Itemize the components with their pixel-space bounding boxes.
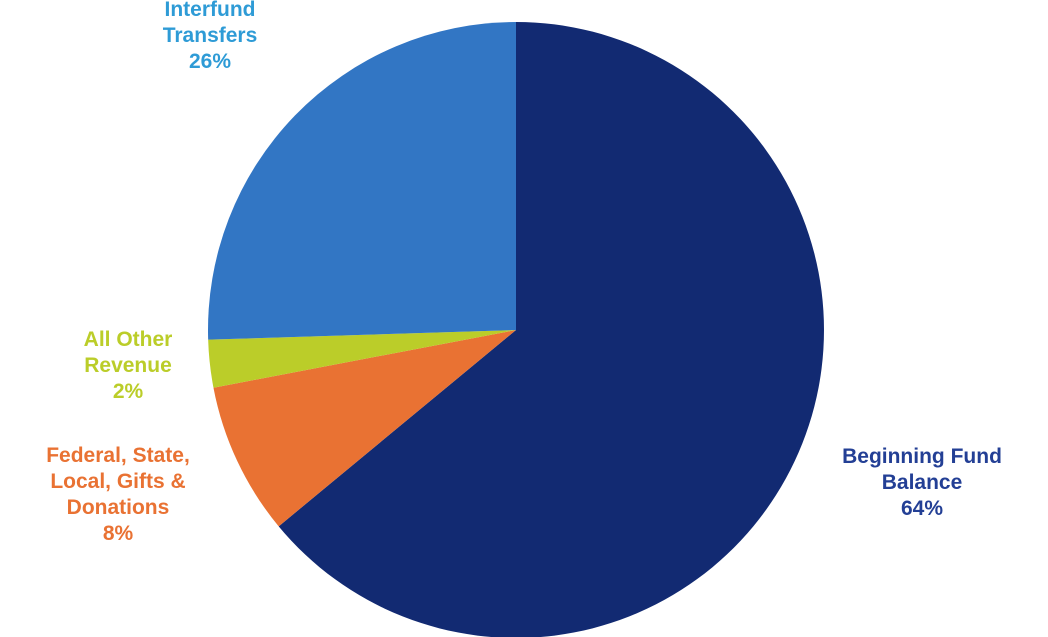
slice-percent: 8% — [103, 522, 134, 545]
slice-percent: 2% — [113, 380, 144, 403]
slice-label-line: Donations — [67, 496, 170, 519]
slice-label-line: Transfers — [163, 24, 258, 47]
pie-slice-interfund-transfers — [207, 22, 516, 340]
pie-slices — [207, 22, 824, 637]
slice-label-line: Revenue — [84, 354, 172, 377]
slice-percent: 26% — [189, 50, 231, 73]
pie-labels: Beginning Fund Balance 64% Federal, State, L… — [46, 0, 1002, 545]
slice-label-beginning-fund-balance: Beginning Fund Balance 64% — [842, 445, 1002, 520]
pie-slice-federal-state-local-gifts-donations — [213, 330, 516, 527]
slice-label-interfund-transfers: Interfund Transfers 26% — [163, 0, 258, 73]
slice-label-line: Federal, State, — [46, 444, 190, 467]
pie-slice-all-other-revenue — [208, 330, 516, 388]
slice-label-federal-state-local-gifts-donations: Federal, State, Local, Gifts & Donations 8% — [46, 444, 190, 545]
pie-slice-beginning-fund-balance — [278, 22, 824, 637]
slice-label-all-other-revenue: All Other Revenue 2% — [84, 328, 173, 403]
slice-label-line: Balance — [882, 471, 963, 494]
slice-percent: 64% — [901, 497, 943, 520]
slice-label-line: Beginning Fund — [842, 445, 1002, 468]
slice-label-line: Interfund — [165, 0, 256, 21]
slice-label-line: Local, Gifts & — [50, 470, 185, 493]
slice-label-line: All Other — [84, 328, 173, 351]
